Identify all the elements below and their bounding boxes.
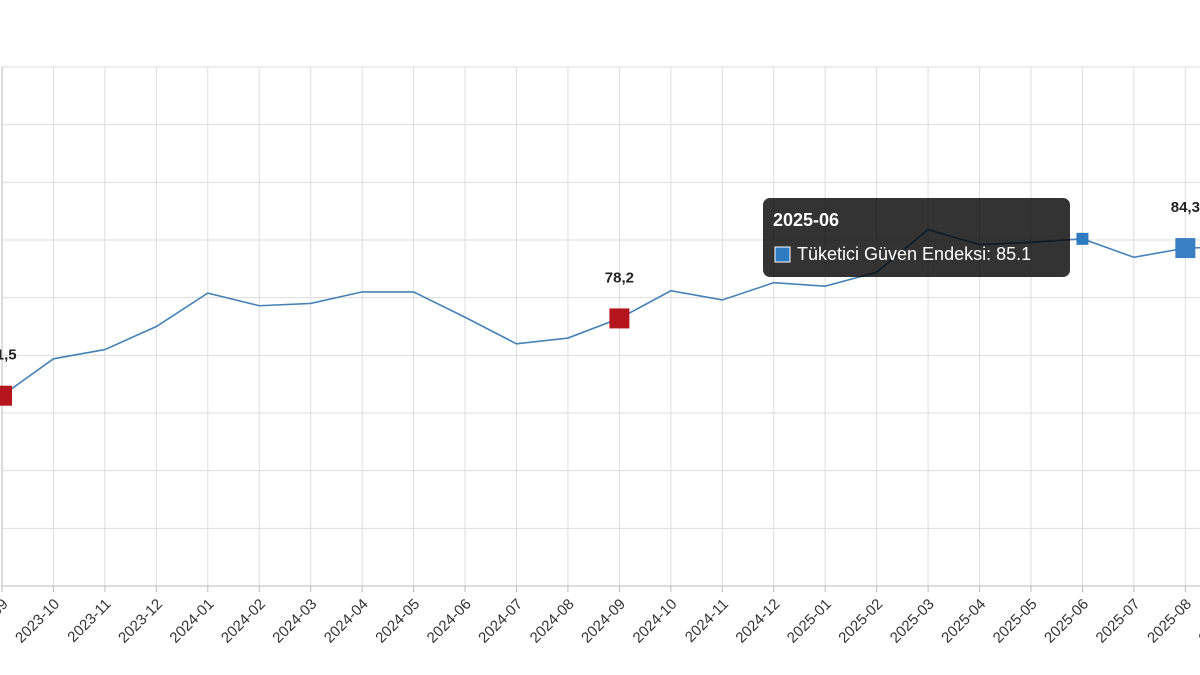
x-tick-label: 2024-10 (630, 596, 681, 647)
x-tick-label: 2025-02 (835, 596, 886, 647)
highlight-marker (609, 308, 630, 329)
x-tick-label: 2023-09 (0, 596, 12, 647)
data-label: 84,3 (1171, 199, 1200, 216)
x-tick-label: 2024-05 (372, 596, 423, 647)
x-tick-label: 2024-11 (682, 596, 732, 646)
x-tick-label: 2023-10 (12, 596, 63, 647)
x-tick-label: 2025-01 (784, 596, 835, 647)
x-tick-label: 2023-12 (115, 596, 166, 647)
tooltip-title: 2025-06 (773, 210, 839, 230)
hover-marker (1076, 232, 1089, 245)
tooltip-text: Tüketici Güven Endeksi: 85.1 (797, 244, 1031, 264)
data-label: 71,5 (0, 347, 17, 364)
x-tick-label: 2025-08 (1144, 596, 1195, 647)
x-tick-label: 2025-04 (938, 596, 989, 647)
x-tick-label: 2025-05 (990, 596, 1041, 647)
data-label: 78,2 (605, 269, 634, 286)
x-tick-label: 2025-09 (1195, 596, 1200, 647)
x-tick-label: 2024-09 (578, 596, 629, 647)
tooltip-box (763, 198, 1070, 277)
tooltip-swatch (774, 246, 791, 263)
x-tick-label: 2024-04 (321, 596, 372, 647)
x-tick-label: 2024-12 (732, 596, 783, 647)
x-tick-label: 2024-06 (424, 596, 475, 647)
highlight-marker (0, 385, 12, 406)
x-tick-label: 2025-07 (1093, 596, 1144, 647)
x-tick-label: 2025-03 (887, 596, 938, 647)
x-tick-label: 2024-01 (166, 596, 217, 647)
x-tick-label: 2023-11 (64, 596, 114, 646)
x-tick-label: 2024-08 (527, 596, 578, 647)
x-tick-label: 2024-07 (475, 596, 526, 647)
highlight-marker (1175, 238, 1196, 259)
x-tick-label: 2025-06 (1041, 596, 1092, 647)
x-tick-label: 2024-02 (218, 596, 269, 647)
x-tick-label: 2024-03 (269, 596, 320, 647)
tooltip: 2025-06 Tüketici Güven Endeksi: 85.1 (763, 198, 1070, 277)
